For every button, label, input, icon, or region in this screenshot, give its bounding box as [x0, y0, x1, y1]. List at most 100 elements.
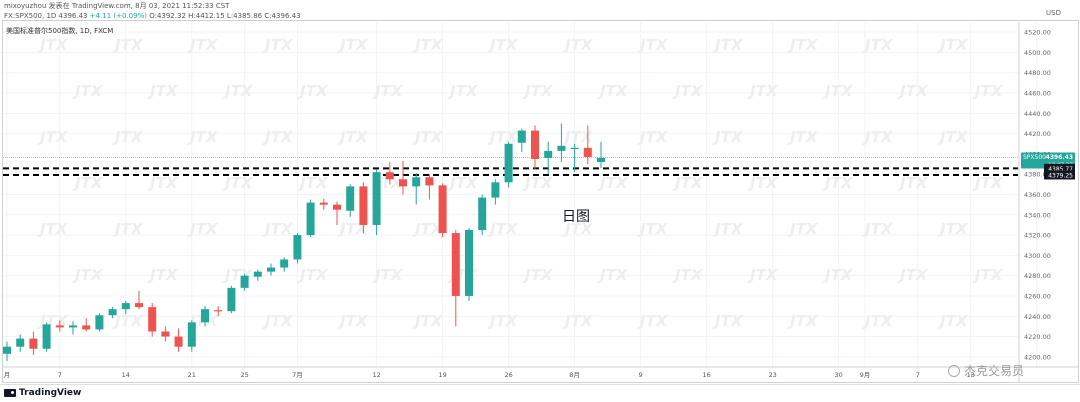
x-tick-label: 9月: [860, 371, 871, 379]
candle: [214, 306, 223, 317]
quote-symbol: FX:SPX500, 1D: [4, 12, 57, 20]
candle: [227, 285, 236, 314]
candle: [240, 273, 249, 291]
chart-header: mixoyuzhou 发表在 TradingView.com, 8月 03, 2…: [0, 0, 1080, 22]
candle-body: [425, 177, 434, 186]
jtx-watermark: JTX: [262, 36, 294, 54]
jtx-watermark: JTX: [787, 312, 819, 330]
candle-body: [214, 310, 223, 312]
candle: [55, 320, 64, 332]
jtx-watermark: JTX: [447, 174, 479, 192]
jtx-watermark: JTX: [522, 174, 554, 192]
x-tick-label: 月: [4, 371, 11, 379]
candle-body: [280, 259, 289, 268]
x-tick-label: 30: [834, 371, 842, 379]
jtx-watermark: JTX: [222, 174, 254, 192]
candle: [425, 174, 434, 200]
jtx-watermark: JTX: [822, 266, 854, 284]
candle: [517, 128, 526, 152]
level-price-tag: [1044, 163, 1075, 173]
jtx-watermark: JTX: [937, 312, 969, 330]
candle: [16, 334, 25, 352]
candle-body: [333, 204, 341, 210]
jtx-watermark: JTX: [672, 266, 704, 284]
candle: [306, 199, 315, 238]
candle-body: [372, 172, 381, 225]
last-price-tag-symbol: SPX500: [1023, 154, 1046, 161]
tradingview-logo[interactable]: TradingView: [4, 388, 81, 398]
wechat-icon: [948, 364, 960, 377]
jtx-watermark: JTX: [447, 82, 479, 100]
candle-body: [108, 309, 117, 316]
jtx-watermark: JTX: [222, 266, 254, 284]
candle-body: [3, 346, 11, 354]
jtx-watermark: JTX: [487, 220, 519, 238]
candle: [29, 331, 38, 355]
jtx-watermark: JTX: [862, 220, 894, 238]
level-price-tag-value: 4379.25: [1048, 172, 1073, 179]
jtx-watermark: JTX: [522, 82, 554, 100]
jtx-watermarks: JTX JTX JTX JTX JTX JTX JTX JTX JTX JTX JTX JTX JTX J…: [37, 36, 1004, 330]
candle: [478, 194, 487, 236]
candle: [267, 263, 275, 276]
y-tick-label: 4260.00: [1024, 292, 1051, 300]
jtx-watermark: JTX: [712, 312, 744, 330]
candle: [359, 182, 368, 234]
candle-body: [267, 267, 275, 272]
candle: [372, 169, 381, 236]
jtx-watermark: JTX: [112, 36, 144, 54]
candle-body: [253, 271, 262, 277]
candle: [95, 313, 104, 332]
jtx-watermark: JTX: [747, 174, 779, 192]
candle: [491, 179, 500, 205]
candle: [135, 290, 143, 310]
x-tick-label: 7月: [292, 371, 303, 379]
jtx-watermark: JTX: [522, 266, 554, 284]
x-tick-label: 21: [188, 371, 196, 379]
candle: [148, 303, 157, 337]
candle-body: [531, 130, 539, 159]
jtx-watermark: JTX: [862, 312, 894, 330]
candle: [597, 141, 605, 169]
candle-body: [557, 145, 566, 151]
candle-body: [438, 185, 447, 234]
candle: [69, 321, 77, 335]
candle-body: [597, 157, 605, 163]
x-tick-label: 13: [966, 371, 974, 379]
tradingview-logo-text: TradingView: [19, 388, 82, 398]
jtx-watermark: JTX: [637, 36, 669, 54]
candle-body: [319, 202, 328, 205]
jtx-watermark: JTX: [72, 82, 104, 100]
candle-body: [346, 186, 355, 211]
candle-body: [95, 315, 104, 330]
candle: [399, 161, 407, 195]
candle-body: [412, 177, 421, 187]
jtx-watermark: JTX: [37, 220, 69, 238]
jtx-watermark: JTX: [412, 312, 444, 330]
candle-body: [451, 233, 460, 296]
candle: [293, 233, 302, 264]
candle: [319, 198, 328, 210]
candle: [3, 341, 11, 361]
jtx-watermark: JTX: [937, 36, 969, 54]
candle-body: [240, 275, 249, 288]
jtx-watermark: JTX: [447, 266, 479, 284]
jtx-watermark: JTX: [712, 36, 744, 54]
candle: [346, 184, 355, 217]
account-watermark: 杰克交易员: [948, 362, 1024, 379]
candle-body: [227, 287, 236, 312]
x-tick-label: 12: [372, 371, 380, 379]
jtx-watermark: JTX: [597, 82, 629, 100]
jtx-watermark: JTX: [187, 36, 219, 54]
candle: [504, 141, 513, 188]
candle: [82, 318, 91, 332]
jtx-watermark: JTX: [787, 220, 819, 238]
jtx-watermark: JTX: [787, 128, 819, 146]
jtx-watermark: JTX: [897, 174, 929, 192]
candle-body: [187, 322, 196, 347]
jtx-watermark: JTX: [787, 36, 819, 54]
jtx-watermark: JTX: [862, 128, 894, 146]
jtx-watermark: JTX: [637, 220, 669, 238]
